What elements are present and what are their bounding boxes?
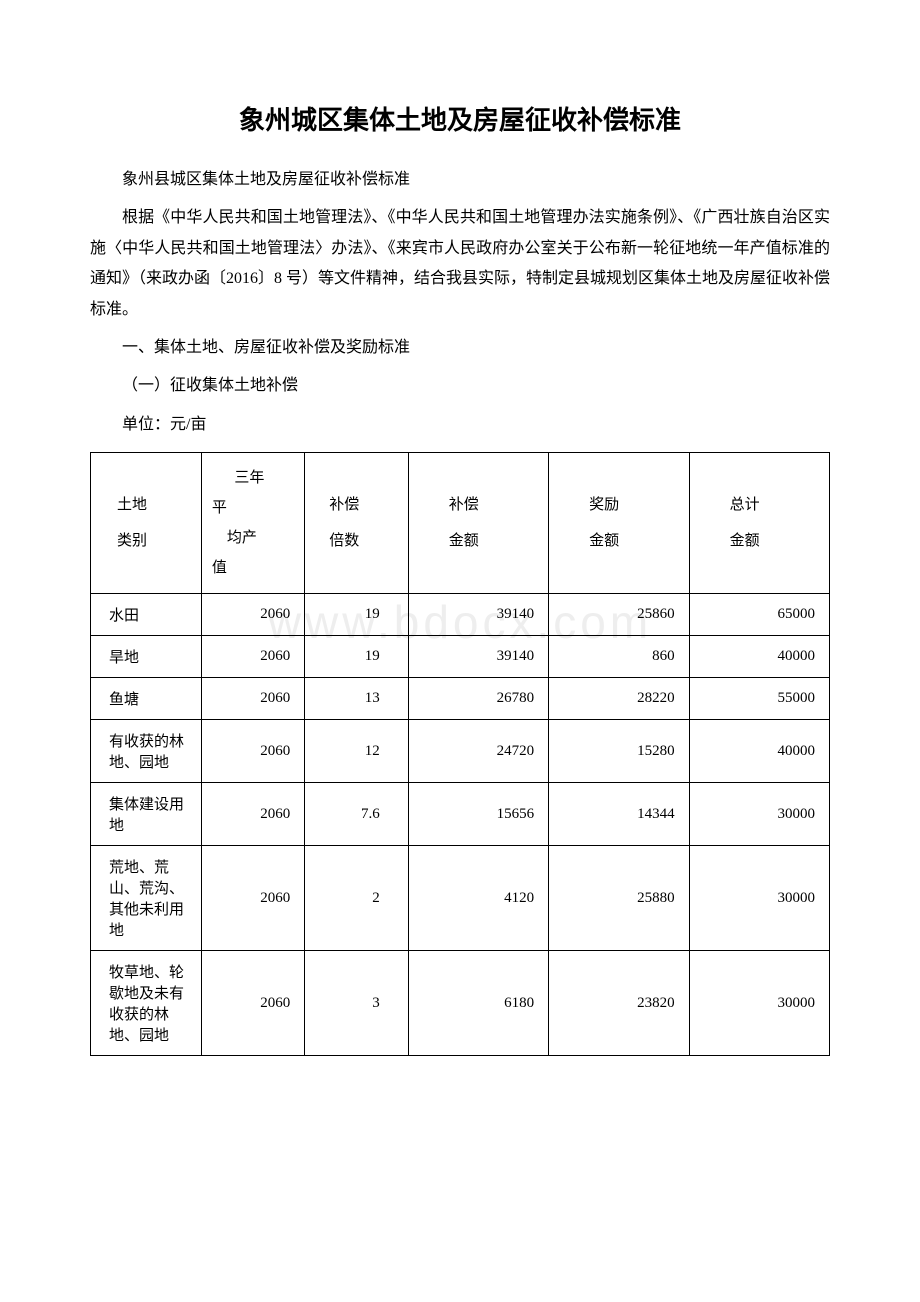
header-avg-value: 三年平 均产值 xyxy=(201,453,304,594)
table-cell: 2060 xyxy=(201,783,304,846)
section-1-heading: 一、集体土地、房屋征收补偿及奖励标准 xyxy=(90,333,830,363)
table-row: 牧草地、轮歇地及未有收获的林地、园地2060361802382030000 xyxy=(91,951,830,1056)
table-cell: 26780 xyxy=(408,678,548,720)
table-cell: 3 xyxy=(305,951,408,1056)
table-cell: 19 xyxy=(305,594,408,636)
header-land-type: 土地类别 xyxy=(91,453,202,594)
table-cell: 30000 xyxy=(689,783,829,846)
table-cell: 2060 xyxy=(201,678,304,720)
subtitle-line: 象州县城区集体土地及房屋征收补偿标准 xyxy=(90,165,830,195)
table-cell: 2060 xyxy=(201,636,304,678)
header-multiplier: 补偿倍数 xyxy=(305,453,408,594)
table-cell: 牧草地、轮歇地及未有收获的林地、园地 xyxy=(91,951,202,1056)
unit-label: 单位：元/亩 xyxy=(90,410,830,440)
table-cell: 24720 xyxy=(408,720,548,783)
table-cell: 30000 xyxy=(689,846,829,951)
table-row: 旱地2060193914086040000 xyxy=(91,636,830,678)
document-content: 象州城区集体土地及房屋征收补偿标准 象州县城区集体土地及房屋征收补偿标准 根据《… xyxy=(90,100,830,1056)
table-cell: 旱地 xyxy=(91,636,202,678)
table-cell: 2060 xyxy=(201,846,304,951)
table-cell: 12 xyxy=(305,720,408,783)
table-row: 荒地、荒山、荒沟、其他未利用地2060241202588030000 xyxy=(91,846,830,951)
table-cell: 25860 xyxy=(549,594,689,636)
header-total-amount: 总计金额 xyxy=(689,453,829,594)
table-cell: 2060 xyxy=(201,594,304,636)
table-cell: 28220 xyxy=(549,678,689,720)
table-cell: 23820 xyxy=(549,951,689,1056)
intro-paragraph: 根据《中华人民共和国土地管理法》、《中华人民共和国土地管理办法实施条例》、《广西… xyxy=(90,203,830,325)
compensation-table: 土地类别 三年平 均产值 补偿倍数 补偿金额 奖励金额 总计金额 xyxy=(90,452,830,1056)
table-cell: 集体建设用地 xyxy=(91,783,202,846)
table-row: 集体建设用地20607.6156561434430000 xyxy=(91,783,830,846)
table-cell: 2 xyxy=(305,846,408,951)
table-cell: 2060 xyxy=(201,720,304,783)
table-cell: 15656 xyxy=(408,783,548,846)
page-title: 象州城区集体土地及房屋征收补偿标准 xyxy=(90,100,830,137)
table-cell: 7.6 xyxy=(305,783,408,846)
header-reward-amount: 奖励金额 xyxy=(549,453,689,594)
table-body: 水田206019391402586065000旱地206019391408604… xyxy=(91,594,830,1056)
table-cell: 荒地、荒山、荒沟、其他未利用地 xyxy=(91,846,202,951)
table-cell: 55000 xyxy=(689,678,829,720)
table-row: 有收获的林地、园地206012247201528040000 xyxy=(91,720,830,783)
table-cell: 14344 xyxy=(549,783,689,846)
table-cell: 39140 xyxy=(408,636,548,678)
table-cell: 40000 xyxy=(689,636,829,678)
table-cell: 13 xyxy=(305,678,408,720)
table-cell: 65000 xyxy=(689,594,829,636)
table-cell: 860 xyxy=(549,636,689,678)
table-cell: 水田 xyxy=(91,594,202,636)
table-cell: 39140 xyxy=(408,594,548,636)
table-cell: 40000 xyxy=(689,720,829,783)
table-cell: 30000 xyxy=(689,951,829,1056)
table-cell: 4120 xyxy=(408,846,548,951)
table-cell: 2060 xyxy=(201,951,304,1056)
table-cell: 25880 xyxy=(549,846,689,951)
table-cell: 15280 xyxy=(549,720,689,783)
table-header-row: 土地类别 三年平 均产值 补偿倍数 补偿金额 奖励金额 总计金额 xyxy=(91,453,830,594)
section-1-1-heading: （一）征收集体土地补偿 xyxy=(90,371,830,401)
table-row: 水田206019391402586065000 xyxy=(91,594,830,636)
table-cell: 鱼塘 xyxy=(91,678,202,720)
table-cell: 6180 xyxy=(408,951,548,1056)
table-row: 鱼塘206013267802822055000 xyxy=(91,678,830,720)
table-cell: 有收获的林地、园地 xyxy=(91,720,202,783)
header-comp-amount: 补偿金额 xyxy=(408,453,548,594)
table-cell: 19 xyxy=(305,636,408,678)
